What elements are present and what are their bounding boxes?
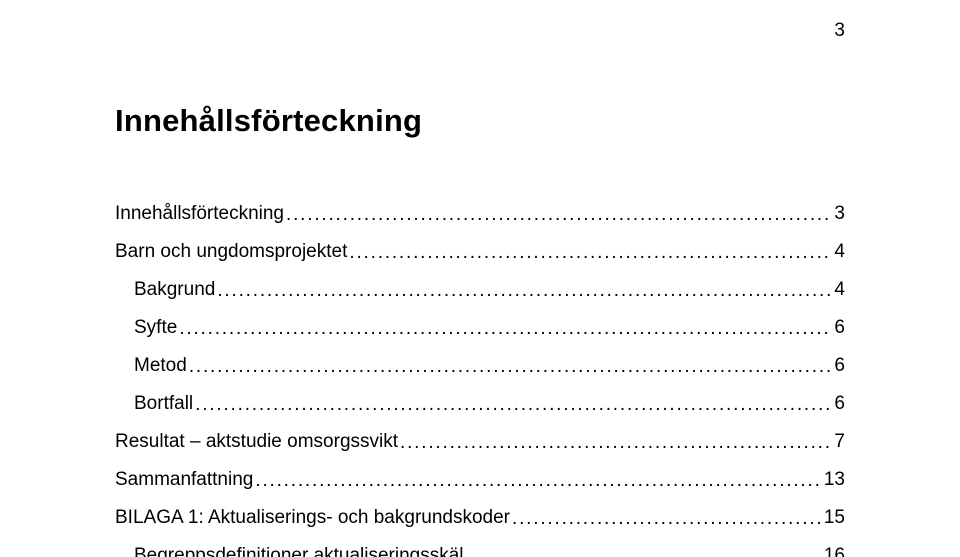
toc-leader [286,205,832,224]
toc-leader [189,357,833,376]
toc-entry-page: 4 [834,242,845,261]
toc-entry-label: Barn och ungdomsprojektet [115,242,347,261]
toc-entry: Begreppsdefinitioner aktualiseringsskäl … [115,546,845,557]
toc-entry-page: 4 [834,280,845,299]
toc-entry-label: BILAGA 1: Aktualiserings- och bakgrundsk… [115,508,510,527]
toc-leader [179,319,832,338]
toc-entry: Resultat – aktstudie omsorgssvikt 7 [115,432,845,451]
toc-entry: Sammanfattning 13 [115,470,845,489]
toc-title: Innehållsförteckning [115,103,845,139]
toc-entry-label: Syfte [134,318,177,337]
toc-leader [349,243,832,262]
page-number: 3 [834,20,845,42]
toc-entry-label: Begreppsdefinitioner aktualiseringsskäl [134,546,464,557]
toc-entry: Bakgrund 4 [115,280,845,299]
document-page: 3 Innehållsförteckning Innehållsförteckn… [0,0,960,557]
table-of-contents: Innehållsförteckning 3 Barn och ungdomspr… [115,204,845,557]
toc-entry-label: Bakgrund [134,280,215,299]
toc-entry-label: Innehållsförteckning [115,204,284,223]
toc-entry: Bortfall 6 [115,394,845,413]
toc-entry-label: Metod [134,356,187,375]
toc-leader [195,395,832,414]
toc-leader [466,547,822,557]
toc-leader [255,471,822,490]
toc-leader [400,433,832,452]
toc-entry-page: 16 [824,546,845,557]
toc-entry-page: 15 [824,508,845,527]
toc-entry-label: Bortfall [134,394,193,413]
toc-entry-page: 3 [834,204,845,223]
toc-entry-page: 6 [834,394,845,413]
toc-entry: Barn och ungdomsprojektet 4 [115,242,845,261]
toc-entry-label: Resultat – aktstudie omsorgssvikt [115,432,398,451]
toc-entry-page: 13 [824,470,845,489]
toc-entry-label: Sammanfattning [115,470,253,489]
toc-entry-page: 7 [834,432,845,451]
toc-entry: BILAGA 1: Aktualiserings- och bakgrundsk… [115,508,845,527]
toc-leader [512,509,822,528]
toc-entry: Syfte 6 [115,318,845,337]
toc-entry: Innehållsförteckning 3 [115,204,845,223]
toc-entry-page: 6 [834,356,845,375]
toc-entry: Metod 6 [115,356,845,375]
toc-entry-page: 6 [834,318,845,337]
toc-leader [217,281,832,300]
